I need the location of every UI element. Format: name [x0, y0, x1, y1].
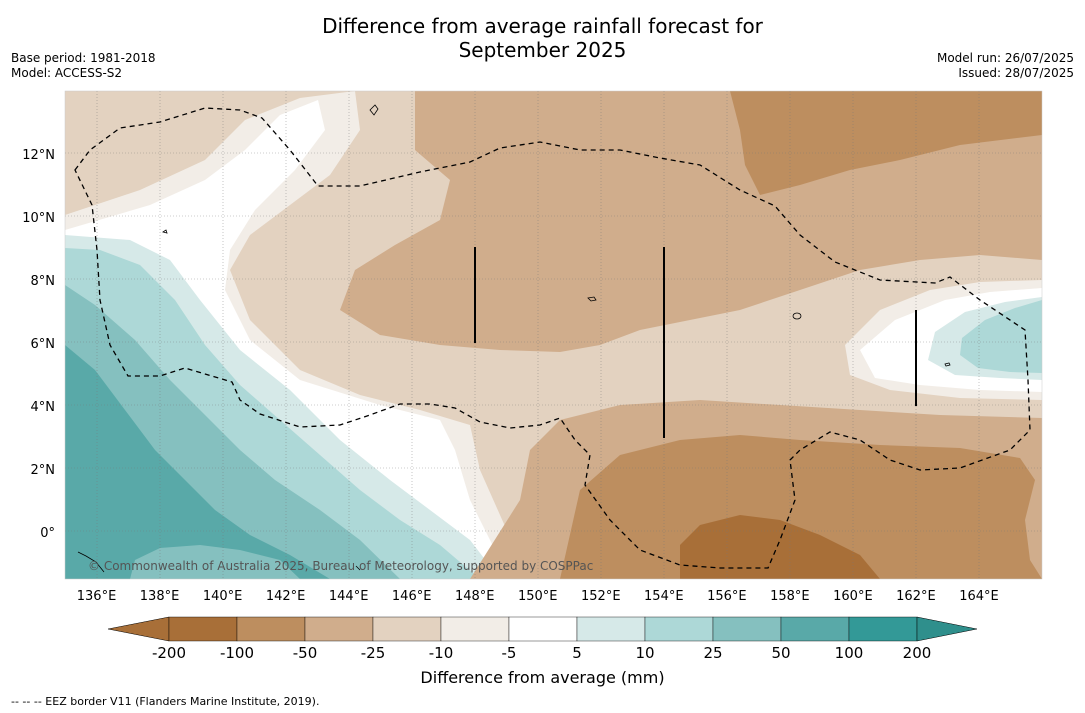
colorbar-segment	[576, 616, 646, 642]
colorbar-over-arrow	[916, 616, 978, 642]
colorbar-segment	[372, 616, 442, 642]
band-plus10-east	[960, 300, 1042, 373]
colorbar: -200 -100 -50 -25 -10 -5 5 10 25 50 100 200	[107, 616, 978, 662]
islands	[77, 104, 951, 573]
patch-bottom-west	[130, 545, 300, 579]
latitude-label: 4°N	[31, 400, 56, 415]
colorbar-tick-label: -10	[429, 644, 454, 662]
longitude-label: 146°E	[392, 589, 432, 604]
longitude-label: 154°E	[644, 589, 684, 604]
title-line-1: Difference from average rainfall forecas…	[322, 14, 763, 38]
band-minus50-south	[560, 435, 1042, 579]
title-line-2: September 2025	[458, 38, 627, 62]
latitude-labels: 12°N 10°N 8°N 6°N 4°N 2°N 0°	[22, 148, 55, 541]
colorbar-under-arrow	[107, 616, 170, 642]
longitude-label: 164°E	[959, 589, 999, 604]
colorbar-tick-label: 100	[835, 644, 864, 662]
eez-footnote: -- -- -- EEZ border V11 (Flanders Marine…	[11, 695, 320, 708]
longitude-label: 158°E	[770, 589, 810, 604]
latitude-label: 6°N	[31, 337, 56, 352]
colorbar-segment	[508, 616, 578, 642]
latitude-label: 8°N	[31, 274, 56, 289]
colorbar-segment	[848, 616, 918, 642]
longitude-label: 142°E	[266, 589, 306, 604]
latitude-label: 2°N	[31, 463, 56, 478]
colorbar-tick-label: 50	[771, 644, 790, 662]
base-period: Base period: 1981-2018	[11, 51, 156, 65]
longitude-label: 138°E	[140, 589, 180, 604]
longitude-label: 148°E	[455, 589, 495, 604]
eez-border	[74, 107, 1031, 569]
copyright-text: © Commonwealth of Australia 2025, Bureau…	[88, 559, 593, 573]
colorbar-segment	[304, 616, 374, 642]
colorbar-tick-label: -25	[361, 644, 386, 662]
longitude-label: 150°E	[518, 589, 558, 604]
meta-right: Model run: 26/07/2025 Issued: 28/07/2025	[937, 51, 1074, 81]
colorbar-tick-label: 200	[903, 644, 932, 662]
colorbar-tick-label: 25	[703, 644, 722, 662]
latitude-label: 0°	[40, 526, 55, 541]
colorbar-tick-label: -5	[502, 644, 517, 662]
colorbar-tick-label: 5	[572, 644, 582, 662]
colorbar-tick-label: -50	[293, 644, 318, 662]
latitude-label: 10°N	[22, 211, 55, 226]
latitude-label: 12°N	[22, 148, 55, 163]
colorbar-tick-label: 10	[635, 644, 654, 662]
model-name: Model: ACCESS-S2	[11, 66, 123, 80]
longitude-label: 160°E	[833, 589, 873, 604]
colorbar-segment	[440, 616, 510, 642]
meta-left: Base period: 1981-2018 Model: ACCESS-S2	[11, 51, 156, 81]
colorbar-segment	[780, 616, 850, 642]
band-minus50-northeast	[730, 91, 1042, 195]
colorbar-segment	[236, 616, 306, 642]
longitude-label: 156°E	[707, 589, 747, 604]
longitude-label: 152°E	[581, 589, 621, 604]
longitude-label: 140°E	[203, 589, 243, 604]
colorbar-tick-label: -100	[220, 644, 254, 662]
colorbar-title: Difference from average (mm)	[420, 668, 665, 687]
longitude-label: 136°E	[77, 589, 117, 604]
band-minus100-south	[680, 515, 880, 579]
longitude-label: 144°E	[329, 589, 369, 604]
band-plus50-west	[65, 345, 330, 579]
colorbar-segment	[644, 616, 714, 642]
colorbar-segment	[168, 616, 238, 642]
model-run-date: Model run: 26/07/2025	[936, 51, 1074, 65]
longitude-labels: 136°E 138°E 140°E 142°E 144°E 146°E 148°E 150°E…	[77, 589, 999, 604]
colorbar-tick-label: -200	[152, 644, 186, 662]
colorbar-segment	[712, 616, 782, 642]
issued-date: Issued: 28/07/2025	[958, 66, 1074, 80]
rainfall-map: © Commonwealth of Australia 2025, Bureau…	[65, 91, 1042, 579]
longitude-label: 162°E	[896, 589, 936, 604]
map-frame	[64, 90, 1043, 580]
map-title: Difference from average rainfall forecas…	[0, 14, 1085, 62]
